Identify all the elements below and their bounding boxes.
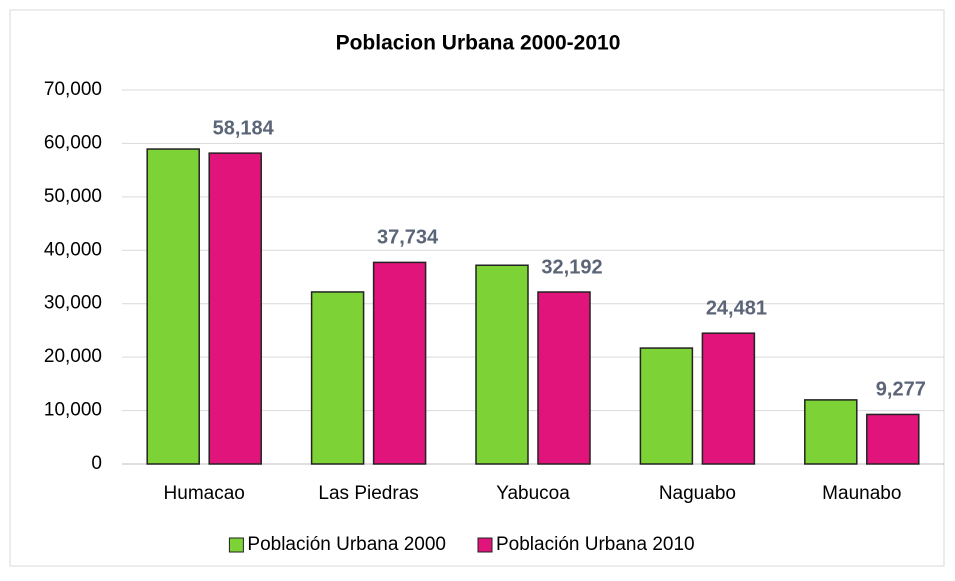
bar bbox=[208, 152, 262, 465]
bar bbox=[310, 291, 365, 465]
bar bbox=[475, 264, 529, 465]
x-tick-label: Naguabo bbox=[659, 483, 736, 504]
legend-label: Población Urbana 2000 bbox=[247, 534, 446, 555]
legend-label: Población Urbana 2010 bbox=[496, 534, 695, 555]
bar bbox=[146, 148, 200, 465]
y-tick-label: 20,000 bbox=[44, 346, 102, 367]
bar bbox=[537, 291, 591, 465]
x-tick-label: Humacao bbox=[164, 483, 245, 504]
y-tick-label: 50,000 bbox=[44, 186, 102, 207]
data-label: 58,184 bbox=[213, 117, 275, 139]
y-tick-label: 70,000 bbox=[44, 79, 102, 100]
y-tick-label: 10,000 bbox=[44, 400, 102, 421]
x-tick-label: Maunabo bbox=[822, 483, 901, 504]
bar bbox=[701, 332, 756, 465]
data-label: 32,192 bbox=[541, 256, 602, 278]
legend-swatch bbox=[477, 537, 493, 553]
x-tick-label: Las Piedras bbox=[318, 483, 418, 504]
x-tick-label: Yabucoa bbox=[496, 483, 570, 504]
bar bbox=[639, 347, 694, 465]
legend-swatch bbox=[228, 537, 244, 553]
bar bbox=[804, 399, 858, 465]
y-tick-label: 0 bbox=[91, 453, 102, 474]
y-tick-label: 60,000 bbox=[44, 132, 102, 153]
data-label: 37,734 bbox=[377, 227, 439, 249]
y-tick-label: 40,000 bbox=[44, 239, 102, 260]
data-label: 24,481 bbox=[706, 297, 767, 319]
bar bbox=[372, 261, 427, 465]
data-label: 9,277 bbox=[876, 379, 926, 401]
chart-title: Poblacion Urbana 2000-2010 bbox=[336, 32, 621, 55]
bar bbox=[866, 413, 920, 465]
y-tick-label: 30,000 bbox=[44, 293, 102, 314]
